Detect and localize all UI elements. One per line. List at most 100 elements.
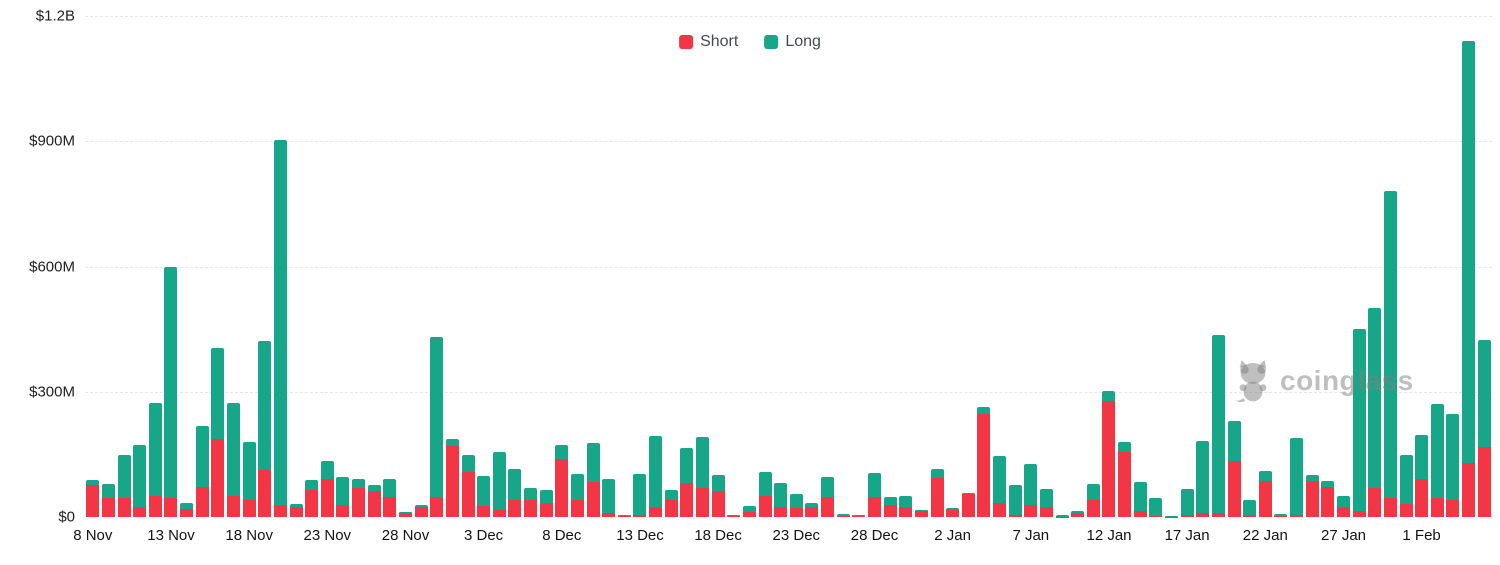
bar-24-jan[interactable]	[1290, 438, 1304, 517]
bar-20-nov[interactable]	[273, 140, 287, 517]
short-segment	[602, 513, 616, 517]
bar-15-nov[interactable]	[195, 426, 209, 517]
bar-9-jan[interactable]	[1055, 515, 1069, 517]
bar-11-dec[interactable]	[602, 479, 616, 517]
bar-1-jan[interactable]	[930, 469, 944, 517]
y-axis-label: $300M	[29, 383, 75, 401]
bar-10-jan[interactable]	[1071, 510, 1085, 517]
bar-4-feb[interactable]	[1462, 40, 1476, 517]
bar-4-jan[interactable]	[977, 407, 991, 517]
bar-3-jan[interactable]	[961, 492, 975, 517]
bar-25-jan[interactable]	[1305, 474, 1319, 517]
bar-16-dec[interactable]	[680, 448, 694, 517]
bar-10-nov[interactable]	[117, 454, 131, 517]
bar-13-jan[interactable]	[1118, 441, 1132, 517]
bar-25-dec[interactable]	[821, 476, 835, 517]
bar-26-jan[interactable]	[1321, 480, 1335, 517]
bar-28-nov[interactable]	[398, 511, 412, 517]
bar-25-nov[interactable]	[352, 479, 366, 517]
bar-11-nov[interactable]	[133, 444, 147, 517]
bar-8-jan[interactable]	[1039, 489, 1053, 517]
bar-22-nov[interactable]	[305, 479, 319, 517]
short-segment	[1321, 486, 1335, 517]
bar-22-jan[interactable]	[1258, 470, 1272, 517]
bar-13-nov[interactable]	[164, 267, 178, 517]
bar-18-nov[interactable]	[242, 441, 256, 517]
bar-3-feb[interactable]	[1446, 413, 1460, 517]
bar-28-dec[interactable]	[867, 472, 881, 517]
long-segment	[492, 451, 506, 510]
bar-17-nov[interactable]	[227, 403, 241, 517]
long-segment	[164, 267, 178, 499]
bar-12-dec[interactable]	[617, 514, 631, 517]
bar-10-dec[interactable]	[586, 442, 600, 517]
bar-28-jan[interactable]	[1352, 329, 1366, 517]
bar-2-dec[interactable]	[461, 454, 475, 517]
bar-31-jan[interactable]	[1399, 454, 1413, 517]
bar-5-dec[interactable]	[508, 469, 522, 517]
bar-18-jan[interactable]	[1196, 441, 1210, 517]
short-segment	[836, 515, 850, 517]
bar-23-nov[interactable]	[320, 460, 334, 517]
bar-30-jan[interactable]	[1383, 190, 1397, 517]
bar-30-dec[interactable]	[899, 496, 913, 517]
bar-2-feb[interactable]	[1430, 403, 1444, 517]
bar-14-dec[interactable]	[649, 436, 663, 517]
bar-19-nov[interactable]	[258, 341, 272, 517]
bar-15-dec[interactable]	[664, 489, 678, 517]
bar-17-jan[interactable]	[1180, 489, 1194, 517]
bar-21-jan[interactable]	[1243, 499, 1257, 517]
bar-19-jan[interactable]	[1211, 334, 1225, 517]
bar-31-dec[interactable]	[914, 509, 928, 517]
bar-14-jan[interactable]	[1133, 481, 1147, 517]
bar-20-jan[interactable]	[1227, 420, 1241, 517]
bar-3-dec[interactable]	[477, 476, 491, 517]
bar-16-jan[interactable]	[1165, 516, 1179, 517]
bar-20-dec[interactable]	[742, 506, 756, 517]
legend-item-long[interactable]: Long	[764, 33, 821, 51]
bar-23-jan[interactable]	[1274, 514, 1288, 517]
bar-2-jan[interactable]	[946, 508, 960, 517]
bar-24-dec[interactable]	[805, 502, 819, 517]
bar-27-jan[interactable]	[1336, 496, 1350, 517]
bar-1-feb[interactable]	[1415, 434, 1429, 517]
bar-27-nov[interactable]	[383, 479, 397, 517]
bar-5-feb[interactable]	[1477, 340, 1491, 517]
bar-18-dec[interactable]	[711, 474, 725, 517]
bar-4-dec[interactable]	[492, 451, 506, 517]
short-segment	[133, 506, 147, 517]
bar-13-dec[interactable]	[633, 474, 647, 517]
bar-27-dec[interactable]	[852, 515, 866, 517]
bar-6-jan[interactable]	[1008, 484, 1022, 517]
bar-22-dec[interactable]	[774, 483, 788, 517]
bar-21-dec[interactable]	[758, 471, 772, 517]
bar-23-dec[interactable]	[789, 494, 803, 517]
bar-19-dec[interactable]	[727, 514, 741, 517]
bar-9-dec[interactable]	[570, 474, 584, 517]
bar-29-jan[interactable]	[1368, 307, 1382, 517]
bar-17-dec[interactable]	[696, 437, 710, 517]
bar-26-nov[interactable]	[367, 484, 381, 517]
bar-8-dec[interactable]	[555, 445, 569, 517]
bar-21-nov[interactable]	[289, 504, 303, 517]
bar-1-dec[interactable]	[445, 438, 459, 517]
bar-12-jan[interactable]	[1102, 390, 1116, 517]
bar-11-jan[interactable]	[1086, 484, 1100, 517]
bar-14-nov[interactable]	[180, 503, 194, 517]
legend-item-short[interactable]: Short	[679, 33, 738, 51]
bar-16-nov[interactable]	[211, 347, 225, 517]
bar-24-nov[interactable]	[336, 477, 350, 517]
bar-26-dec[interactable]	[836, 514, 850, 517]
bar-9-nov[interactable]	[101, 484, 115, 517]
bar-29-nov[interactable]	[414, 504, 428, 517]
bar-5-jan[interactable]	[993, 456, 1007, 517]
bar-7-jan[interactable]	[1024, 464, 1038, 517]
bar-12-nov[interactable]	[148, 402, 162, 517]
bar-6-dec[interactable]	[524, 488, 538, 517]
long-segment	[1415, 434, 1429, 480]
bar-7-dec[interactable]	[539, 489, 553, 517]
bar-29-dec[interactable]	[883, 496, 897, 517]
bar-30-nov[interactable]	[430, 337, 444, 517]
bar-8-nov[interactable]	[86, 479, 100, 517]
bar-15-jan[interactable]	[1149, 498, 1163, 517]
